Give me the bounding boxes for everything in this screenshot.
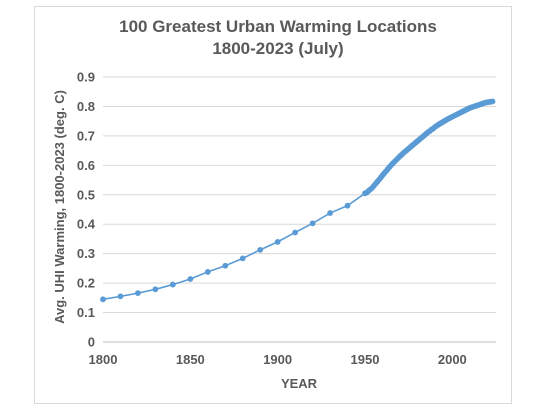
x-tick-label: 1900 [263, 352, 292, 367]
data-point [117, 293, 124, 300]
data-point [169, 281, 176, 288]
data-point [187, 276, 194, 282]
y-tick-label: 0.4 [77, 217, 96, 232]
chart-title-line-2: 1800-2023 (July) [212, 39, 343, 58]
x-tick-label: 1950 [351, 352, 380, 367]
chart-title: 100 Greatest Urban Warming Locations 180… [119, 17, 437, 58]
chart-frame [34, 6, 512, 404]
chart-title-line-1: 100 Greatest Urban Warming Locations [119, 17, 437, 36]
y-tick-label: 0.9 [77, 70, 95, 85]
data-point [327, 210, 333, 216]
y-tick-label: 0 [88, 335, 95, 350]
data-point [489, 98, 496, 105]
data-point [344, 202, 351, 209]
y-axis-ticks: 0 0.1 0.2 0.3 0.4 0.5 0.6 0.7 0.8 0.9 [77, 70, 96, 350]
data-point [292, 229, 299, 236]
data-point [222, 262, 229, 269]
series-layer [100, 98, 496, 303]
x-axis-label: YEAR [281, 376, 318, 391]
y-axis-label: Avg. UHI Warming, 1800-2023 (deg. C) [52, 90, 67, 324]
data-point [135, 290, 141, 297]
data-point [257, 246, 264, 253]
gridlines [103, 76, 496, 343]
data-point [204, 269, 211, 275]
data-point [274, 238, 281, 245]
data-point [100, 296, 106, 303]
data-point [152, 286, 159, 293]
x-tick-label: 1800 [89, 352, 118, 367]
x-tick-label: 1850 [176, 352, 205, 367]
data-point [309, 220, 316, 227]
x-tick-label: 2000 [438, 352, 467, 367]
y-tick-label: 0.6 [77, 158, 95, 173]
y-tick-label: 0.3 [77, 246, 95, 261]
y-tick-label: 0.5 [77, 187, 95, 202]
y-tick-label: 0.8 [77, 99, 95, 114]
data-point [239, 255, 246, 262]
y-tick-label: 0.2 [77, 276, 95, 291]
y-tick-label: 0.7 [77, 128, 95, 143]
x-axis-ticks: 1800 1850 1900 1950 2000 [89, 352, 467, 367]
y-tick-label: 0.1 [77, 305, 95, 320]
